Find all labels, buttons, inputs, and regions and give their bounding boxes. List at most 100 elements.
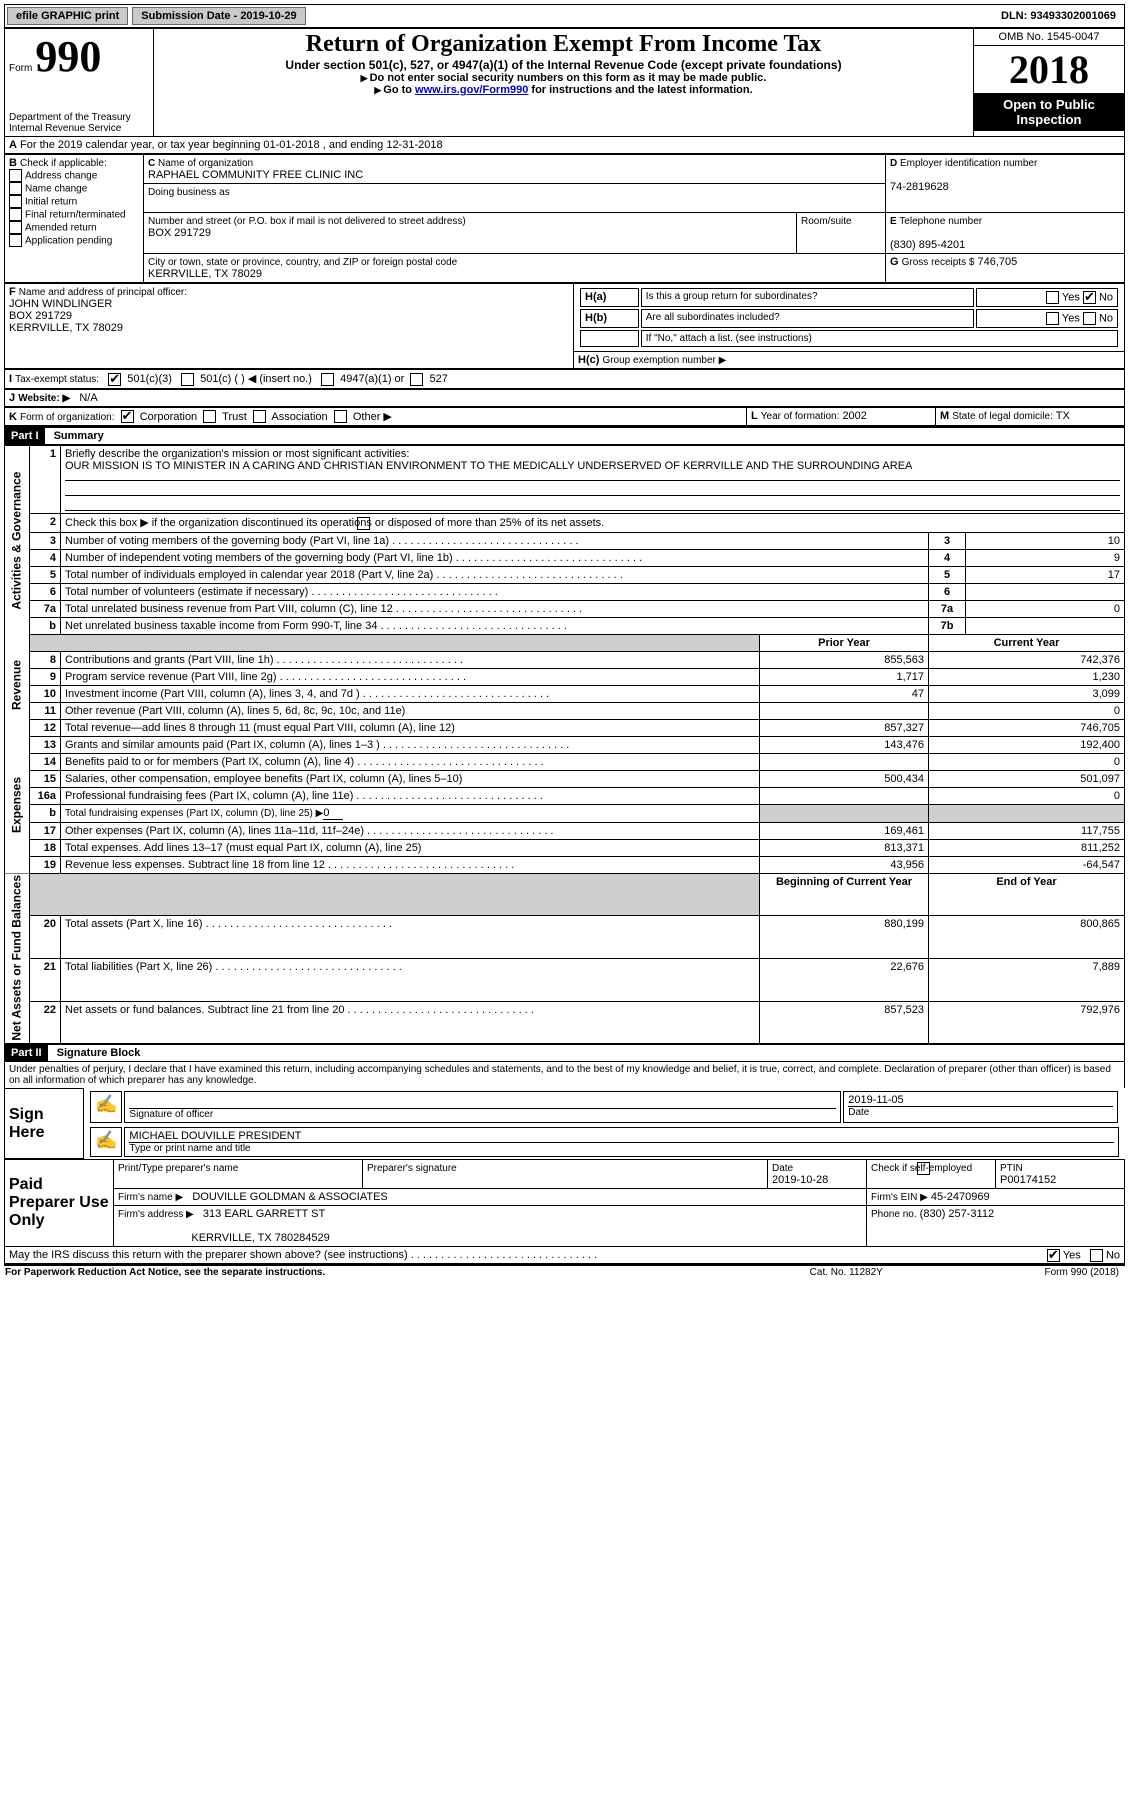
- hc-label: Group exemption number ▶: [602, 355, 726, 366]
- tax-year: 2018: [974, 46, 1124, 93]
- officer-name: JOHN WINDLINGER: [9, 298, 112, 310]
- corp-checkbox[interactable]: [121, 410, 134, 423]
- part2-header: Part II: [5, 1045, 48, 1061]
- line1-text: OUR MISSION IS TO MINISTER IN A CARING A…: [65, 460, 912, 472]
- line11-prior: [760, 702, 929, 719]
- 501c3-checkbox[interactable]: [108, 373, 121, 386]
- line21-end: 7,889: [929, 959, 1125, 1002]
- hb-no-checkbox[interactable]: [1083, 312, 1096, 325]
- other-label: Other ▶: [353, 411, 392, 423]
- form-title: Return of Organization Exempt From Incom…: [158, 31, 969, 58]
- form-number: 990: [35, 32, 101, 81]
- sig-date-value: 2019-11-05: [848, 1094, 1113, 1106]
- initial-return-label: Initial return: [25, 196, 77, 207]
- line9-prior: 1,717: [760, 668, 929, 685]
- instr-goto-prefix: Go to: [383, 84, 415, 96]
- corp-label: Corporation: [140, 411, 197, 423]
- prep-date-value: 2019-10-28: [772, 1174, 828, 1186]
- line12-label: Total revenue—add lines 8 through 11 (mu…: [65, 722, 455, 734]
- discuss-yes-label: Yes: [1063, 1250, 1081, 1262]
- name-change-checkbox[interactable]: [9, 182, 22, 195]
- line15-current: 501,097: [929, 770, 1125, 787]
- 527-checkbox[interactable]: [410, 373, 423, 386]
- part1-table: Activities & Governance 1 Briefly descri…: [4, 445, 1125, 1044]
- form-org-label: Form of organization:: [20, 412, 115, 423]
- ha-yes-checkbox[interactable]: [1046, 291, 1059, 304]
- form990-link[interactable]: www.irs.gov/Form990: [415, 84, 528, 96]
- check-applicable-label: Check if applicable:: [20, 158, 107, 169]
- type-print-label: Type or print name and title: [129, 1142, 1113, 1154]
- part2-title: Signature Block: [51, 1045, 147, 1061]
- firm-phone-value: (830) 257-3112: [920, 1208, 994, 1220]
- instr-goto-suffix: for instructions and the latest informat…: [528, 84, 752, 96]
- open-to-public: Open to Public Inspection: [974, 93, 1124, 131]
- yes-label-2: Yes: [1062, 312, 1080, 324]
- line20-end: 800,865: [929, 916, 1125, 959]
- declaration-text: Under penalties of perjury, I declare th…: [4, 1062, 1125, 1088]
- other-checkbox[interactable]: [334, 410, 347, 423]
- year-formation-value: 2002: [842, 410, 866, 422]
- prep-sig-label: Preparer's signature: [367, 1163, 457, 1174]
- line8-current: 742,376: [929, 651, 1125, 668]
- org-name: RAPHAEL COMMUNITY FREE CLINIC INC: [148, 169, 363, 181]
- line18-current: 811,252: [929, 839, 1125, 856]
- gross-receipts-value: 746,705: [978, 256, 1018, 268]
- entity-block: B Check if applicable: Address change Na…: [4, 154, 1125, 283]
- self-employed-checkbox[interactable]: [917, 1162, 930, 1175]
- website-value: N/A: [79, 392, 97, 404]
- hb-yes-checkbox[interactable]: [1046, 312, 1059, 325]
- ein-value: 74-2819628: [890, 181, 949, 193]
- amended-return-checkbox[interactable]: [9, 221, 22, 234]
- assoc-checkbox[interactable]: [253, 410, 266, 423]
- application-pending-checkbox[interactable]: [9, 234, 22, 247]
- form-subtitle: Under section 501(c), 527, or 4947(a)(1)…: [158, 58, 969, 72]
- ha-no-checkbox[interactable]: [1083, 291, 1096, 304]
- line19-prior: 43,956: [760, 856, 929, 873]
- 501c-checkbox[interactable]: [181, 373, 194, 386]
- 4947-checkbox[interactable]: [321, 373, 334, 386]
- gross-receipts-label: Gross receipts $: [902, 257, 975, 268]
- firm-ein-label: Firm's EIN ▶: [871, 1192, 928, 1203]
- firm-ein-value: 45-2470969: [931, 1191, 990, 1203]
- officer-group-block: F Name and address of principal officer:…: [4, 283, 1125, 369]
- line15-prior: 500,434: [760, 770, 929, 787]
- officer-addr2: KERRVILLE, TX 78029: [9, 322, 123, 334]
- current-year-header: Current Year: [929, 634, 1125, 651]
- line20-label: Total assets (Part X, line 16): [65, 918, 203, 930]
- name-change-label: Name change: [25, 183, 87, 194]
- efile-print-button[interactable]: efile GRAPHIC print: [7, 7, 128, 25]
- line10-current: 3,099: [929, 685, 1125, 702]
- firm-name-label: Firm's name ▶: [118, 1192, 183, 1203]
- line9-label: Program service revenue (Part VIII, line…: [65, 671, 277, 683]
- firm-phone-label: Phone no.: [871, 1209, 917, 1220]
- no-label: No: [1099, 291, 1113, 303]
- top-bar: efile GRAPHIC print Submission Date - 20…: [4, 4, 1125, 28]
- line12-prior: 857,327: [760, 719, 929, 736]
- firm-addr1: 313 EARL GARRETT ST: [203, 1208, 325, 1220]
- final-return-label: Final return/terminated: [25, 209, 126, 220]
- state-domicile-label: State of legal domicile:: [952, 411, 1053, 422]
- line2-checkbox[interactable]: [357, 517, 370, 530]
- end-year-header: End of Year: [929, 873, 1125, 916]
- paid-preparer-label: Paid Preparer Use Only: [5, 1160, 114, 1247]
- line20-begin: 880,199: [760, 916, 929, 959]
- ptin-value: P00174152: [1000, 1174, 1056, 1186]
- initial-return-checkbox[interactable]: [9, 195, 22, 208]
- trust-checkbox[interactable]: [203, 410, 216, 423]
- line16a-label: Professional fundraising fees (Part IX, …: [65, 790, 353, 802]
- side-expenses: Expenses: [5, 736, 30, 873]
- line19-label: Revenue less expenses. Subtract line 18 …: [65, 859, 325, 871]
- instr-no-ssn: Do not enter social security numbers on …: [370, 72, 767, 84]
- paid-preparer-block: Paid Preparer Use Only Print/Type prepar…: [4, 1159, 1125, 1247]
- discuss-no-checkbox[interactable]: [1090, 1249, 1103, 1262]
- final-return-checkbox[interactable]: [9, 208, 22, 221]
- dba-label: Doing business as: [148, 187, 230, 198]
- signature-block: Sign Here ✍Signature of officer 2019-11-…: [4, 1088, 1125, 1159]
- phone-label: Telephone number: [899, 216, 982, 227]
- address-change-checkbox[interactable]: [9, 169, 22, 182]
- line16a-current: 0: [929, 787, 1125, 804]
- irs-label: Internal Revenue Service: [9, 123, 149, 134]
- cat-no: Cat. No. 11282Y: [758, 1266, 934, 1279]
- line5-label: Total number of individuals employed in …: [65, 569, 433, 581]
- discuss-yes-checkbox[interactable]: [1047, 1249, 1060, 1262]
